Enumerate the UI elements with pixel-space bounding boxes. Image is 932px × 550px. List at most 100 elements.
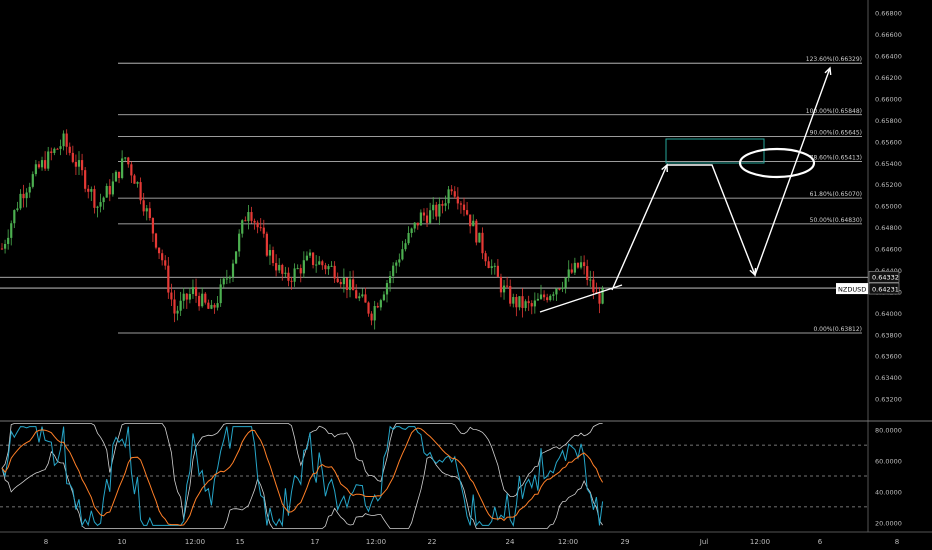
candle [3, 239, 7, 254]
candle [435, 201, 438, 221]
candle [555, 287, 558, 302]
time-tick-label: 12:00 [185, 538, 205, 546]
price-tick-label: 0.65800 [875, 117, 902, 125]
price-tick-label: 0.63800 [875, 331, 902, 339]
candle [487, 256, 490, 269]
annotations[interactable] [539, 66, 832, 313]
candle [342, 268, 345, 293]
candle [345, 277, 349, 299]
candle [133, 173, 136, 184]
highlight-ellipse[interactable] [738, 147, 816, 179]
candle [34, 159, 37, 177]
candle [410, 227, 413, 238]
rsi-band-lower [1, 450, 603, 529]
candle [542, 290, 546, 301]
candle [216, 295, 219, 311]
candle [549, 294, 552, 302]
candle [105, 183, 108, 198]
candle [509, 279, 512, 307]
target-box[interactable] [665, 138, 765, 164]
candle [154, 232, 158, 250]
candle [305, 251, 309, 262]
rsi-ma-line [1, 427, 604, 526]
candle [0, 243, 4, 250]
candle [583, 255, 586, 275]
candle [561, 281, 564, 293]
candle [50, 147, 53, 161]
price-tick-label: 0.65200 [875, 181, 902, 189]
candle [19, 189, 22, 211]
candle [148, 202, 151, 221]
time-axis[interactable]: 8 10 12:00 15 17 12:00 22 24 12:00 29 Jul 12:00 6 8 [44, 538, 899, 546]
candle [367, 301, 370, 317]
candle [80, 153, 84, 176]
candle [382, 291, 386, 302]
candle [315, 255, 318, 273]
candle [475, 218, 478, 246]
candle [512, 293, 515, 308]
candle [207, 299, 210, 309]
candle [385, 280, 389, 303]
candle [198, 292, 201, 311]
fib-label: 78.60%(0.65413) [810, 154, 862, 161]
price-badges: 0.64332 0.64231 NZDUSD [836, 270, 900, 295]
rsi-tick-label: 20.0000 [875, 519, 902, 527]
candle [589, 270, 592, 287]
price-tick-label: 0.65600 [875, 138, 902, 146]
candle [355, 284, 358, 299]
candle [302, 251, 305, 278]
projection-path[interactable] [611, 67, 831, 291]
candle [564, 277, 567, 294]
candle [533, 292, 536, 314]
candle [333, 261, 336, 283]
candle [256, 220, 259, 234]
rsi-panel [0, 423, 868, 529]
candle [539, 284, 543, 301]
candle [225, 269, 228, 285]
candle [573, 257, 576, 275]
candle [506, 276, 509, 289]
candle [499, 273, 503, 298]
rsi-band-upper [1, 423, 603, 520]
candle [13, 209, 16, 229]
candle [77, 151, 81, 176]
candle [379, 298, 382, 311]
candle [99, 193, 102, 213]
time-tick-label: 6 [818, 538, 823, 546]
price-badge-lower-text: 0.64231 [872, 286, 899, 294]
candle [161, 249, 164, 266]
candle [388, 271, 392, 292]
candle [518, 296, 521, 311]
candle [179, 291, 182, 316]
candle [327, 264, 330, 275]
price-badge-upper-text: 0.64332 [872, 274, 899, 282]
time-tick-label: 24 [506, 538, 515, 546]
candle [210, 299, 213, 310]
time-tick-label: 12:00 [558, 538, 578, 546]
candle [392, 262, 395, 284]
time-tick-label: 22 [428, 538, 437, 546]
candle [167, 256, 170, 299]
candle [336, 272, 339, 283]
time-tick-label: 12:00 [366, 538, 386, 546]
candle [22, 184, 25, 208]
price-badge-lower [868, 282, 900, 295]
candle [450, 185, 453, 195]
candle [188, 287, 191, 304]
candle [204, 292, 207, 305]
rsi-axis[interactable]: 80.0000 60.0000 40.0000 20.0000 [875, 427, 902, 528]
fib-label: 123.60%(0.66329) [806, 56, 862, 63]
candle [241, 219, 244, 238]
candle [44, 151, 47, 171]
candle [111, 173, 114, 197]
candle [176, 305, 179, 321]
symbol-badge-text: NZDUSD [838, 286, 866, 294]
candle [429, 202, 432, 224]
candle [293, 263, 296, 287]
candle [330, 261, 333, 267]
candle [472, 214, 475, 227]
trend-line[interactable] [539, 284, 623, 313]
candle [7, 229, 10, 250]
